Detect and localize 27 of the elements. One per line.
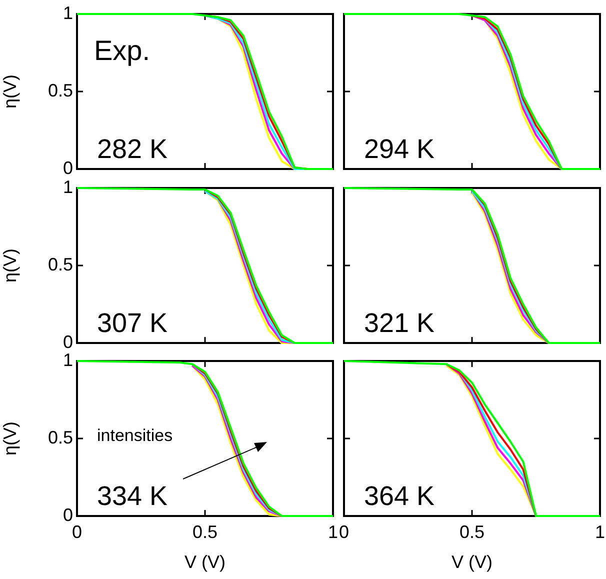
text: 294 K <box>364 134 435 164</box>
text: 321 K <box>364 308 435 338</box>
x-tick-label: 0.5 <box>459 522 485 542</box>
text: 334 K <box>97 481 168 511</box>
x-tick-label: 1 <box>594 522 606 542</box>
y-axis-title: η(V) <box>0 74 20 109</box>
x-tick-label: 0.5 <box>192 522 218 542</box>
y-tick-label: 0 <box>62 332 73 352</box>
x-tick-label: 1 <box>328 522 338 542</box>
annotation: Exp. <box>94 35 150 66</box>
x-axis-title: V (V) <box>451 552 493 572</box>
y-tick-label: 0 <box>62 158 73 178</box>
y-tick-label: 0 <box>62 504 73 525</box>
y-tick-label: 1 <box>62 176 73 197</box>
y-axis-title: η(V) <box>0 248 20 283</box>
text: 307 K <box>97 308 168 338</box>
text: 364 K <box>364 481 435 511</box>
x-tick-label: 0 <box>338 522 350 542</box>
annotation: intensities <box>97 426 173 445</box>
y-tick-label: 0.5 <box>48 254 73 274</box>
y-tick-label: 1 <box>62 350 73 370</box>
x-axis-title: V (V) <box>184 552 226 572</box>
y-tick-label: 1 <box>62 2 73 23</box>
y-axis-title: η(V) <box>0 421 20 456</box>
y-tick-label: 0.5 <box>48 427 73 448</box>
y-tick-label: 0.5 <box>48 80 73 100</box>
text: 282 K <box>97 134 168 164</box>
